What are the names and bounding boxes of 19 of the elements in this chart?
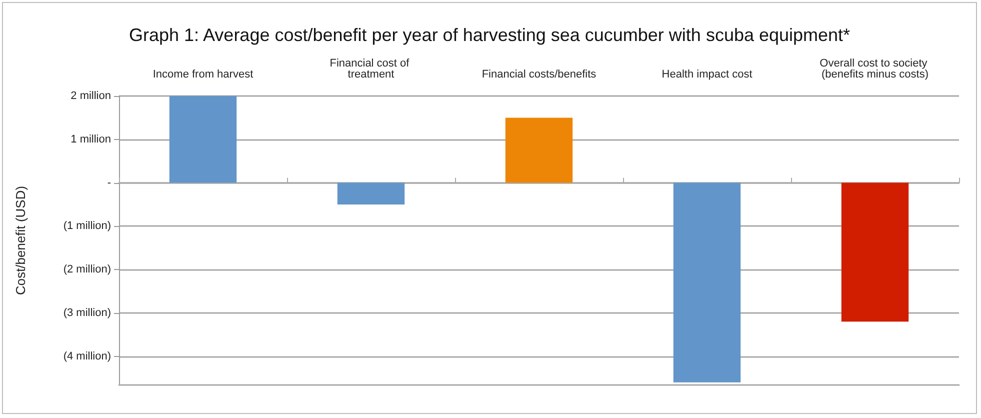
bar [169, 96, 237, 183]
x-tick-label: Financial costs/benefits [482, 68, 597, 80]
y-tick-label: (3 million) [63, 306, 111, 319]
x-tick-label: Health impact cost [662, 68, 752, 80]
bar [505, 118, 573, 183]
y-tick-label: (4 million) [63, 350, 111, 362]
x-tick-label: Financial cost of treatment [330, 58, 412, 80]
y-tick-label: (1 million) [63, 220, 111, 232]
x-tick-label: Overall cost to society (benefits minus costs) [820, 58, 930, 80]
bar [337, 182, 405, 204]
x-tick-label: Income from harvest [152, 68, 254, 80]
y-tick-label: 1 million [70, 133, 111, 146]
y-tick-label: - [107, 176, 112, 189]
y-tick-label: (2 million) [63, 264, 111, 276]
chart-title: Graph 1: Average cost/benefit per year of harvesting sea cucumber with scuba equipment* [128, 25, 850, 45]
bar [841, 182, 909, 322]
y-axis-title: Cost/benefit (USD) [13, 186, 28, 296]
bar [673, 182, 741, 382]
y-tick-label: 2 million [70, 90, 111, 102]
